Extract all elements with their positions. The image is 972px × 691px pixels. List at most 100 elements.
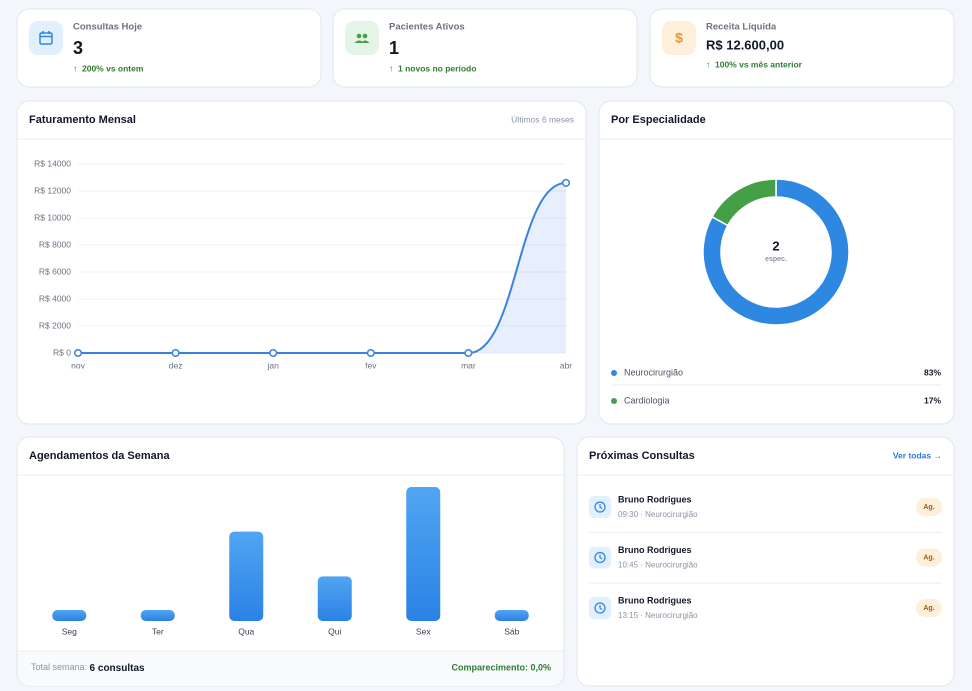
- appointment-detail: 09:30 · Neurocirurgião: [618, 510, 698, 519]
- card-subtitle: Últimos 6 meses: [511, 114, 574, 124]
- y-tick-label: R$ 0: [53, 347, 71, 357]
- donut-slice: [702, 178, 850, 326]
- x-tick-label: mar: [461, 360, 476, 370]
- donut-center-label: espec.: [765, 256, 787, 263]
- bar: [406, 487, 441, 621]
- clock-icon: [594, 551, 606, 564]
- point: [464, 348, 473, 358]
- patient-name: Bruno Rodrigues: [618, 545, 692, 555]
- x-tick-label: Qua: [238, 626, 254, 636]
- bar: [494, 610, 529, 621]
- y-tick-label: R$ 12000: [34, 185, 71, 195]
- legend-label: Cardiologia: [624, 395, 670, 405]
- bar: [229, 531, 264, 621]
- x-tick-label: Ter: [152, 626, 164, 636]
- stat-value: 1: [389, 38, 399, 58]
- x-tick-label: Qui: [328, 626, 341, 636]
- stat-label: Consultas Hoje: [73, 22, 142, 33]
- bar: [317, 576, 352, 621]
- clock-hands: [599, 605, 603, 610]
- card-title: Faturamento Mensal: [29, 114, 136, 126]
- specialty-card: [598, 100, 955, 425]
- card-title: Por Especialidade: [611, 114, 706, 126]
- x-tick-label: Sáb: [504, 626, 519, 636]
- point: [171, 348, 180, 358]
- clock-icon: [594, 501, 606, 513]
- appointment-detail: 10:45 · Neurocirurgião: [618, 561, 698, 570]
- y-tick-label: R$ 14000: [34, 158, 71, 168]
- status-label: Ag.: [923, 605, 934, 612]
- point: [561, 178, 571, 187]
- x-tick-label: fev: [365, 360, 377, 370]
- legend-dot: [611, 370, 617, 376]
- donut-slice: [711, 178, 777, 227]
- status-label: Ag.: [923, 554, 934, 561]
- x-tick-label: jan: [267, 360, 280, 370]
- week-total: Total semana: 6 consultas: [31, 662, 145, 673]
- bar-chart: Seg Ter Qua Qui Sex Sáb: [52, 487, 529, 636]
- bar: [140, 610, 175, 621]
- calendar-icon: [39, 31, 53, 45]
- revenue-card: [16, 100, 587, 425]
- status-label: Ag.: [923, 504, 934, 511]
- x-tick-label: nov: [71, 360, 85, 370]
- stat-change: 200% vs ontem: [82, 63, 144, 73]
- y-tick-label: R$ 8000: [39, 239, 71, 249]
- stat-change: 1 novos no período: [398, 63, 476, 73]
- stat-icon: [345, 21, 379, 55]
- stat-label: Pacientes Ativos: [389, 22, 465, 33]
- appointment-list: Bruno Rodrigues 09:30 · Neurocirurgião Ag.…: [589, 494, 942, 620]
- up-arrow: ↑: [73, 63, 77, 73]
- clock-hands: [599, 504, 603, 509]
- dollar-icon: $: [675, 30, 683, 46]
- status-badge: [916, 548, 942, 567]
- patient-name: Bruno Rodrigues: [618, 494, 692, 504]
- line-chart: R$ 0 R$ 2000 R$ 4000 R$ 6000 R$ 8000 R$ 10000…: [34, 158, 572, 370]
- y-tick-label: R$ 6000: [39, 266, 71, 276]
- x-tick-label: dez: [169, 360, 183, 370]
- stat-icon: [29, 21, 63, 55]
- stat-card: [649, 8, 955, 88]
- y-tick-label: R$ 4000: [39, 293, 71, 303]
- people-icon: [354, 33, 370, 43]
- week-total-value: 6 consultas: [90, 663, 145, 674]
- stat-icon: [662, 21, 696, 55]
- patient-name: Bruno Rodrigues: [618, 595, 692, 605]
- legend-dot: [611, 398, 617, 404]
- area: [78, 182, 566, 353]
- card-title: Próximas Consultas: [589, 450, 695, 462]
- week-card: [16, 436, 565, 687]
- point: [269, 348, 278, 358]
- x-tick-label: abr: [560, 360, 572, 370]
- y-tick-label: R$ 10000: [34, 212, 71, 222]
- appointments-card: [576, 436, 955, 687]
- week-total-label: Total semana:: [31, 662, 87, 672]
- donut-center-value: 2: [772, 238, 779, 253]
- y-tick-label: R$ 2000: [39, 320, 71, 330]
- stat-card: [16, 8, 322, 88]
- x-tick-label: Sex: [416, 626, 431, 636]
- legend-label: Neurocirurgião: [624, 367, 683, 377]
- up-arrow: ↑: [706, 59, 710, 69]
- attendance: Comparecimento: 0,0%: [451, 662, 551, 672]
- point: [73, 348, 83, 358]
- donut-chart: Neurocirurgião 83% Cardiologia 17%: [611, 178, 941, 405]
- stat-label: Receita Líquida: [706, 22, 777, 33]
- point: [366, 348, 375, 358]
- stat-value: 3: [73, 38, 83, 58]
- stat-change: 100% vs mês anterior: [715, 59, 803, 69]
- clock-hands: [599, 554, 603, 560]
- see-all-link[interactable]: Ver todas →: [893, 450, 942, 460]
- stat-value: R$ 12.600,00: [706, 37, 784, 52]
- legend-value: 17%: [924, 395, 941, 405]
- x-tick-label: Seg: [62, 626, 77, 636]
- card-title: Agendamentos da Semana: [29, 450, 170, 462]
- legend-value: 83%: [924, 367, 941, 377]
- appointment-detail: 13:15 · Neurocirurgião: [618, 611, 698, 620]
- status-badge: [916, 599, 942, 617]
- card-footer: [17, 651, 564, 686]
- bar: [52, 610, 87, 621]
- stat-card: [332, 8, 638, 88]
- status-badge: [916, 498, 942, 516]
